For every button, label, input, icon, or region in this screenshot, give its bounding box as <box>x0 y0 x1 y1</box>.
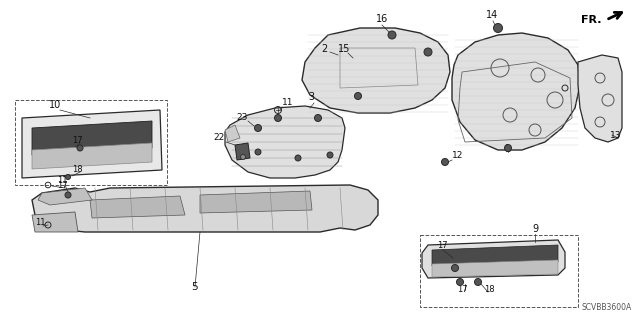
Circle shape <box>388 31 396 39</box>
Circle shape <box>355 93 362 100</box>
Circle shape <box>255 149 261 155</box>
Polygon shape <box>422 240 565 278</box>
Circle shape <box>424 48 432 56</box>
Polygon shape <box>32 212 78 232</box>
Text: 12: 12 <box>452 151 463 160</box>
Polygon shape <box>38 188 92 205</box>
Text: 22: 22 <box>214 133 225 142</box>
Polygon shape <box>200 191 312 213</box>
Text: 17: 17 <box>57 181 68 190</box>
Text: 15: 15 <box>338 44 350 54</box>
Text: 14: 14 <box>486 10 498 20</box>
Circle shape <box>451 264 458 271</box>
Circle shape <box>275 115 282 122</box>
Circle shape <box>295 155 301 161</box>
Text: 17: 17 <box>72 136 83 145</box>
Circle shape <box>493 24 502 33</box>
Circle shape <box>65 192 71 198</box>
Polygon shape <box>452 33 580 150</box>
Polygon shape <box>432 245 558 266</box>
Circle shape <box>504 145 511 152</box>
Text: 1: 1 <box>505 144 511 154</box>
Bar <box>15 100 167 185</box>
Text: 5: 5 <box>192 282 198 292</box>
Text: 11: 11 <box>282 98 294 107</box>
Text: 3: 3 <box>308 92 314 102</box>
Bar <box>420 235 578 307</box>
Circle shape <box>241 154 246 160</box>
Text: 17: 17 <box>437 241 447 250</box>
Polygon shape <box>225 106 345 178</box>
Polygon shape <box>22 110 162 178</box>
Text: 16: 16 <box>376 14 388 24</box>
Text: SCVBB3600A: SCVBB3600A <box>582 303 632 312</box>
Text: 11: 11 <box>35 218 45 227</box>
Polygon shape <box>32 143 152 169</box>
Text: 18: 18 <box>72 165 83 174</box>
Polygon shape <box>32 121 152 155</box>
Polygon shape <box>432 260 558 277</box>
Circle shape <box>65 174 70 180</box>
Circle shape <box>314 115 321 122</box>
Polygon shape <box>302 28 450 113</box>
Text: 13: 13 <box>610 131 621 140</box>
Circle shape <box>442 159 449 166</box>
Circle shape <box>327 152 333 158</box>
Polygon shape <box>32 185 378 232</box>
Text: 18: 18 <box>484 285 495 294</box>
Circle shape <box>255 124 262 131</box>
Polygon shape <box>578 55 622 142</box>
Text: 10: 10 <box>49 100 61 110</box>
Polygon shape <box>235 143 250 160</box>
Circle shape <box>456 278 463 286</box>
Text: 2: 2 <box>322 44 328 54</box>
Polygon shape <box>225 125 240 142</box>
Polygon shape <box>90 196 185 218</box>
Circle shape <box>77 145 83 151</box>
Text: 23: 23 <box>237 113 248 122</box>
Text: 9: 9 <box>532 224 538 234</box>
Text: 11: 11 <box>57 176 67 185</box>
Text: FR.: FR. <box>582 15 602 25</box>
Circle shape <box>474 278 481 286</box>
Text: 17: 17 <box>457 285 467 294</box>
